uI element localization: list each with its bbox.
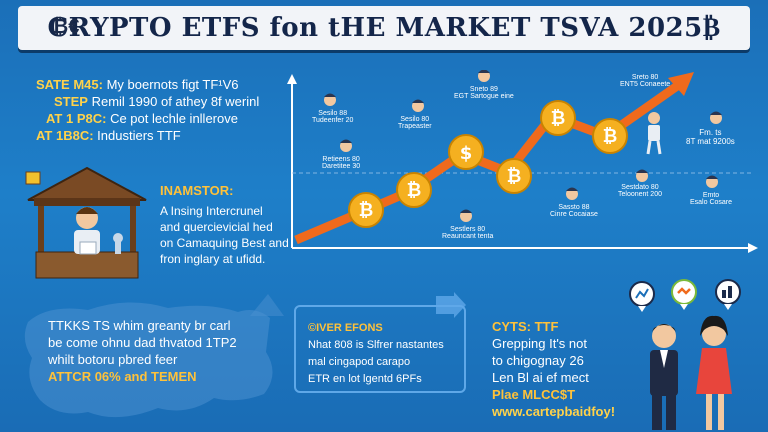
growth-arrow-icon <box>668 72 694 96</box>
map-text-block: TTKKS TS whim greanty br carl be come oh… <box>48 317 237 385</box>
investor-hut-illustration <box>25 166 147 279</box>
dollar-coin-icon: $ <box>448 134 484 170</box>
svg-text:₿: ₿ <box>507 166 522 187</box>
investor-label: INAMSTOR: <box>160 183 234 198</box>
avatar-label-4: Sneto 89 EGT Sartogue eine <box>454 86 514 100</box>
people-illustration <box>629 279 741 430</box>
world-map-shape <box>24 294 284 418</box>
avatar-label-9: Emto Esalo Cosare <box>690 192 733 206</box>
svg-text:₿: ₿ <box>551 108 566 129</box>
crypto-logo-icon: ₿€ <box>52 16 80 38</box>
arrow-right-icon <box>436 292 466 318</box>
title-banner: ₿€ CRYPTO ETFS fon tHE MARKET TSVA 2025₿ <box>18 6 750 50</box>
bitcoin-coin-icon: ₿ <box>592 118 628 154</box>
info-line-1: Nhat 808 is Slfrer nastantes <box>308 339 444 351</box>
man-figure <box>650 324 678 430</box>
investor-line-1: A Insing Intercrunel <box>160 204 263 218</box>
bitcoin-coin-icon: ₿ <box>496 158 532 194</box>
map-highlight: ATTCR 06% and TEMEN <box>48 369 197 384</box>
info-line-3: ETR en lot lgentd 6PFs <box>308 373 422 385</box>
avatar-label-6: Sestdato 80 Teloonent 200 <box>618 184 662 198</box>
bitcoin-coin-icon: ₿ <box>540 100 576 136</box>
market-notes: SATE M45: My boernots figt TF¹V6 STEP Re… <box>36 76 259 144</box>
chart-icon <box>629 281 655 312</box>
note-line-1: SATE M45: My boernots figt TF¹V6 <box>36 77 239 92</box>
avatar-label-7: Sassto 88 Cinre Cocaiase <box>550 204 598 218</box>
handshake-icon <box>671 279 697 310</box>
right-line-1: Grepping It's not <box>492 336 587 351</box>
promo-text: Plae MLCC$T <box>492 387 576 402</box>
map-line-3: whilt botoru pbred feer <box>48 352 178 367</box>
avatar-label-3: Retieens 80 Daretitee 30 <box>322 156 361 170</box>
svg-text:₿: ₿ <box>603 126 618 147</box>
bitcoin-coin-icon: ₿ <box>348 192 384 228</box>
note-line-2: STEP Remil 1990 of athey 8f werinl <box>54 94 260 109</box>
growth-chart-svg: ₿ ₿ $ ₿ ₿ ₿ <box>287 69 758 253</box>
info-box-text: ©IVER EFONS Nhat 808 is Slfrer nastantes… <box>308 320 444 388</box>
note-line-4: AT 1B8C: Industiers TTF <box>36 128 181 143</box>
avatar-label-2: Sesilo 80 Trapeaster <box>398 116 432 130</box>
svg-text:₿: ₿ <box>359 200 374 221</box>
investor-line-4: fron inglary at ufidd. <box>160 252 266 266</box>
note-line-3: AT 1 P8C: Ce pot lechle inllerove <box>46 111 238 126</box>
coins-icon <box>715 279 741 310</box>
info-line-2: mal cingapod carapo <box>308 356 411 368</box>
growth-chart-illustration: ₿ ₿ $ ₿ ₿ ₿ Sesilo 88 Tudeenfer 20 Sesilo… <box>282 69 760 270</box>
avatar-label-1: Sesilo 88 Tudeenfer 20 <box>312 110 354 124</box>
investor-figure-icon <box>646 112 662 155</box>
right-line-2: to chigognay 26 <box>492 353 584 368</box>
info-box-title: ©IVER EFONS <box>308 322 383 334</box>
investor-description: A Insing Intercrunel and quercievicial h… <box>160 203 289 267</box>
svg-text:₿: ₿ <box>407 180 422 201</box>
svg-text:$: $ <box>460 143 473 164</box>
info-box <box>294 305 466 393</box>
right-line-3: Len Bl ai ef mect <box>492 370 589 385</box>
map-line-2: be come ohnu dad thvatod 1TP2 <box>48 335 237 350</box>
investor-line-3: on Camaquing Best and <box>160 236 289 250</box>
avatar-label-5: Sestlers 80 Reauncant tenta <box>442 226 494 240</box>
avatar-label-10: Fm. ts 8T mat 9200s <box>686 128 735 146</box>
right-text-block: CYTS: TTF Grepping It's not to chigognay… <box>492 318 615 420</box>
page-title: CRYPTO ETFS fon tHE MARKET TSVA 2025₿ <box>47 13 721 43</box>
website-url: www.cartepbaidfoy! <box>492 404 616 419</box>
avatar-label-8: Sreto 80 ENT5 Conaeete <box>620 74 671 88</box>
map-line-1: TTKKS TS whim greanty br carl <box>48 318 231 333</box>
dollar-coin-icon: ₿ <box>396 172 432 208</box>
right-title: CYTS: TTF <box>492 319 559 334</box>
woman-figure <box>696 315 732 430</box>
investor-line-2: and quercievicial hed <box>160 220 273 234</box>
